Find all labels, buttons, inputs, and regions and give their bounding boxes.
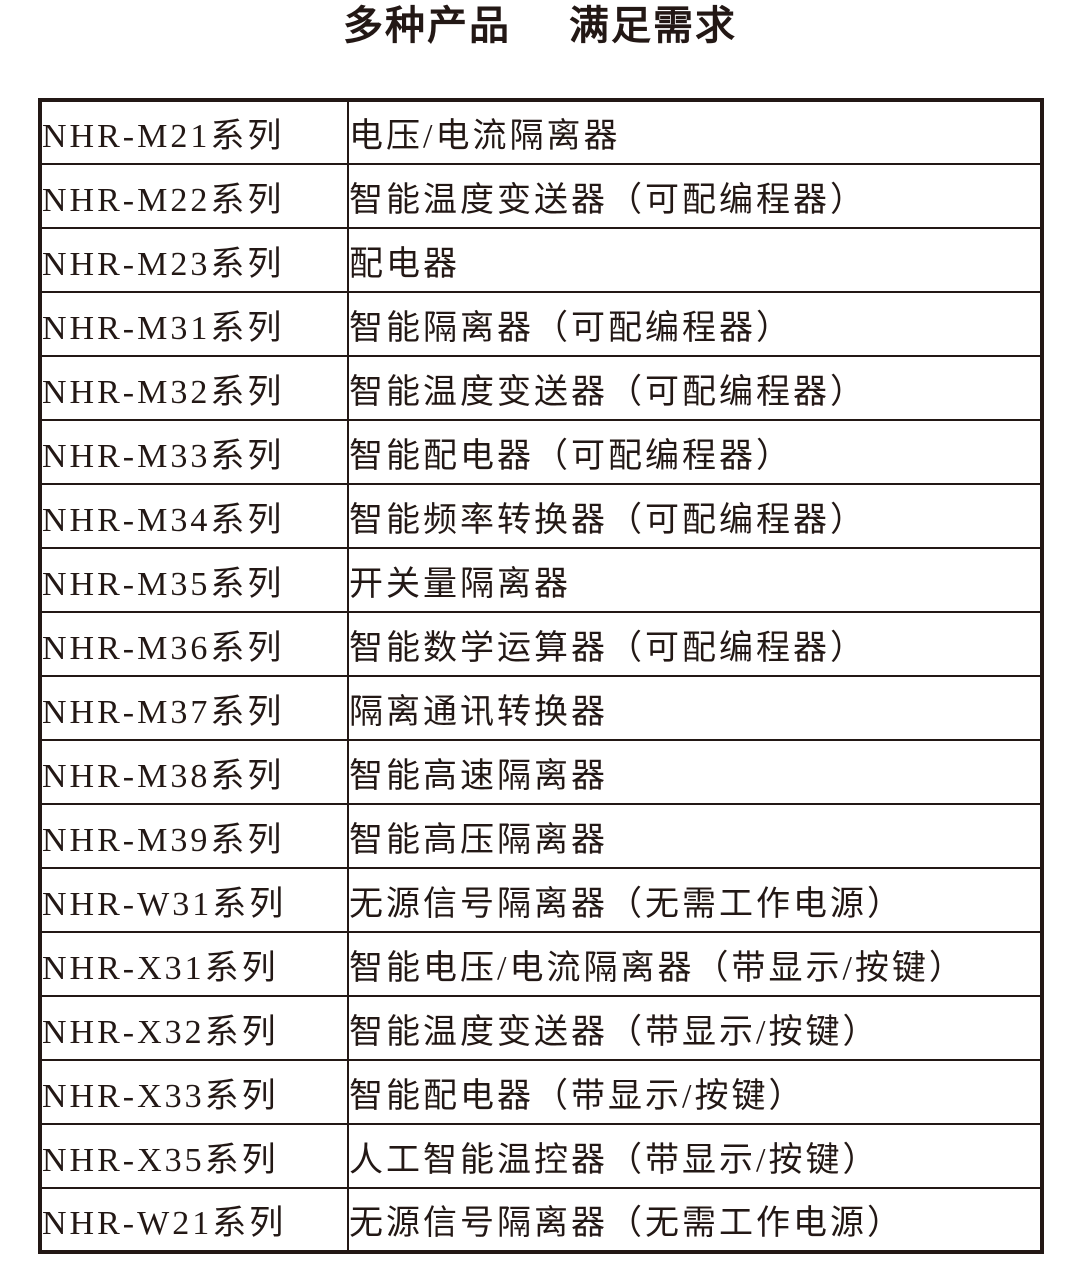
series-cell: NHR-X35系列: [39, 1123, 349, 1189]
series-cell: NHR-M39系列: [39, 803, 349, 869]
series-cell: NHR-W31系列: [39, 867, 349, 933]
description-cell: 人工智能温控器（带显示/按键）: [347, 1123, 1043, 1189]
table-row: NHR-M34系列 智能频率转换器（可配编程器）: [39, 483, 1043, 549]
series-cell: NHR-M37系列: [39, 675, 349, 741]
product-table-body: NHR-M21系列 电压/电流隔离器 NHR-M22系列 智能温度变送器（可配编…: [39, 99, 1043, 1253]
description-cell: 电压/电流隔离器: [347, 99, 1043, 165]
description-cell: 隔离通讯转换器: [347, 675, 1043, 741]
table-row: NHR-X31系列 智能电压/电流隔离器（带显示/按键）: [39, 931, 1043, 997]
description-cell: 无源信号隔离器（无需工作电源）: [347, 1187, 1043, 1253]
table-row: NHR-M32系列 智能温度变送器（可配编程器）: [39, 355, 1043, 421]
table-row: NHR-X35系列 人工智能温控器（带显示/按键）: [39, 1123, 1043, 1189]
series-cell: NHR-M38系列: [39, 739, 349, 805]
description-cell: 智能温度变送器（带显示/按键）: [347, 995, 1043, 1061]
table-row: NHR-M31系列 智能隔离器（可配编程器）: [39, 291, 1043, 357]
table-row: NHR-M38系列 智能高速隔离器: [39, 739, 1043, 805]
description-cell: 智能配电器（带显示/按键）: [347, 1059, 1043, 1125]
series-cell: NHR-X33系列: [39, 1059, 349, 1125]
table-row: NHR-M21系列 电压/电流隔离器: [39, 99, 1043, 165]
description-cell: 智能频率转换器（可配编程器）: [347, 483, 1043, 549]
series-cell: NHR-M31系列: [39, 291, 349, 357]
description-cell: 智能电压/电流隔离器（带显示/按键）: [347, 931, 1043, 997]
series-cell: NHR-X31系列: [39, 931, 349, 997]
series-cell: NHR-M23系列: [39, 227, 349, 293]
table-row: NHR-M23系列 配电器: [39, 227, 1043, 293]
page-title: 多种产品 满足需求: [0, 2, 1080, 50]
table-row: NHR-M39系列 智能高压隔离器: [39, 803, 1043, 869]
description-cell: 配电器: [347, 227, 1043, 293]
table-row: NHR-M33系列 智能配电器（可配编程器）: [39, 419, 1043, 485]
series-cell: NHR-M21系列: [39, 99, 349, 165]
series-cell: NHR-M22系列: [39, 163, 349, 229]
description-cell: 开关量隔离器: [347, 547, 1043, 613]
table-row: NHR-M22系列 智能温度变送器（可配编程器）: [39, 163, 1043, 229]
series-cell: NHR-M33系列: [39, 419, 349, 485]
table-row: NHR-X33系列 智能配电器（带显示/按键）: [39, 1059, 1043, 1125]
table-row: NHR-W21系列 无源信号隔离器（无需工作电源）: [39, 1187, 1043, 1253]
series-cell: NHR-M35系列: [39, 547, 349, 613]
description-cell: 智能数学运算器（可配编程器）: [347, 611, 1043, 677]
series-cell: NHR-W21系列: [39, 1187, 349, 1253]
series-cell: NHR-X32系列: [39, 995, 349, 1061]
table-row: NHR-M36系列 智能数学运算器（可配编程器）: [39, 611, 1043, 677]
description-cell: 智能隔离器（可配编程器）: [347, 291, 1043, 357]
page-title-part2: 满足需求: [569, 4, 737, 48]
series-cell: NHR-M34系列: [39, 483, 349, 549]
page-title-part1: 多种产品: [343, 4, 511, 48]
description-cell: 智能高速隔离器: [347, 739, 1043, 805]
table-row: NHR-M35系列 开关量隔离器: [39, 547, 1043, 613]
series-cell: NHR-M32系列: [39, 355, 349, 421]
description-cell: 智能温度变送器（可配编程器）: [347, 355, 1043, 421]
description-cell: 无源信号隔离器（无需工作电源）: [347, 867, 1043, 933]
series-cell: NHR-M36系列: [39, 611, 349, 677]
table-row: NHR-X32系列 智能温度变送器（带显示/按键）: [39, 995, 1043, 1061]
product-table: NHR-M21系列 电压/电流隔离器 NHR-M22系列 智能温度变送器（可配编…: [38, 98, 1044, 1254]
description-cell: 智能高压隔离器: [347, 803, 1043, 869]
description-cell: 智能温度变送器（可配编程器）: [347, 163, 1043, 229]
description-cell: 智能配电器（可配编程器）: [347, 419, 1043, 485]
table-row: NHR-W31系列 无源信号隔离器（无需工作电源）: [39, 867, 1043, 933]
table-row: NHR-M37系列 隔离通讯转换器: [39, 675, 1043, 741]
